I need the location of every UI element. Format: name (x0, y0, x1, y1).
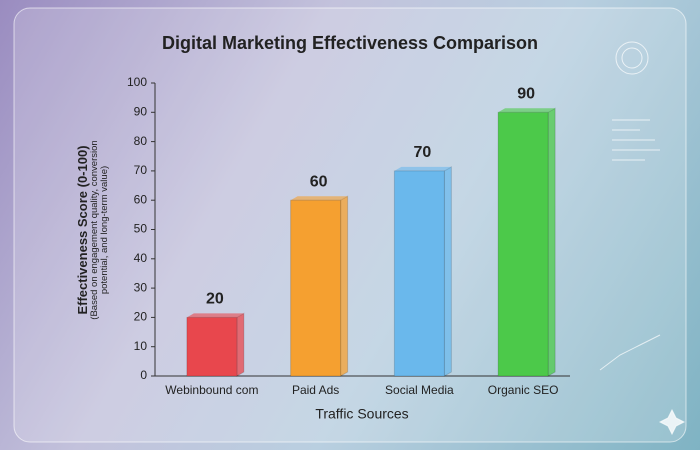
data-label: 70 (413, 144, 431, 161)
bar-side (443, 166, 452, 377)
y-tick-label: 0 (140, 368, 147, 382)
y-tick-label: 80 (134, 134, 148, 148)
bar (497, 111, 549, 377)
y-axis-label: Effectiveness Score (0-100) (75, 145, 91, 315)
bar-side (236, 312, 245, 377)
bar-side (547, 107, 556, 377)
panel (13, 7, 687, 443)
y-tick-label: 70 (134, 163, 148, 177)
decoration (599, 41, 686, 436)
y-tick-label: 30 (134, 280, 148, 294)
x-tick-label: Organic SEO (488, 383, 559, 397)
bar (393, 170, 445, 377)
y-tick-label: 60 (134, 192, 148, 206)
data-label: 90 (517, 86, 535, 103)
bar (290, 199, 342, 377)
chart-title: Digital Marketing Effectiveness Comparis… (162, 33, 538, 53)
x-axis-label: Traffic Sources (315, 406, 408, 422)
y-axis-sublabel: (Based on engagement quality, conversion… (88, 140, 110, 320)
bar-top (290, 196, 348, 201)
bar-top (186, 313, 244, 318)
bar-top (498, 108, 556, 113)
x-tick-label: Social Media (385, 383, 454, 397)
x-tick-label: Paid Ads (292, 383, 339, 397)
data-label: 60 (310, 173, 328, 190)
bar-side (340, 195, 349, 377)
y-tick-label: 20 (134, 310, 148, 324)
bar (186, 316, 238, 377)
y-tick-label: 40 (134, 251, 148, 265)
data-label: 20 (206, 291, 224, 308)
y-axis-label-block: Effectiveness Score (0-100) (Based on en… (75, 125, 110, 335)
x-tick-label: Webinbound com (165, 383, 258, 397)
y-tick-label: 50 (134, 222, 148, 236)
y-tick-label: 100 (127, 75, 147, 89)
y-tick-label: 90 (134, 104, 148, 118)
y-tick-label: 10 (134, 339, 148, 353)
bar-top (394, 166, 452, 171)
